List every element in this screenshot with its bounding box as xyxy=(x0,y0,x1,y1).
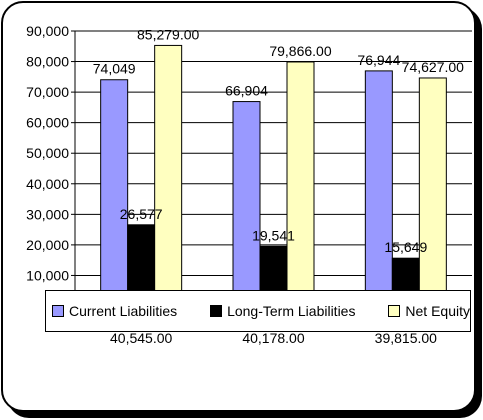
y-tick-label: 90,000 xyxy=(26,23,69,39)
data-label: 76,944 xyxy=(357,52,400,68)
bar xyxy=(100,79,129,307)
legend-entry-current-liabilities: Current Liabilities xyxy=(52,303,177,319)
y-tick-label: 80,000 xyxy=(26,54,69,70)
legend-swatch-net-equity xyxy=(388,305,401,317)
data-label: 19,541 xyxy=(252,227,295,243)
y-tick-label: 20,000 xyxy=(26,237,69,253)
data-label: 74,049 xyxy=(93,61,136,77)
bar xyxy=(418,77,447,307)
legend-swatch-long-term xyxy=(210,305,223,317)
y-tick-label: 70,000 xyxy=(26,84,69,100)
y-axis-ticks: 10,000 20,000 30,000 40,000 50,000 60,000 70,0… xyxy=(26,23,75,283)
legend-swatch-current xyxy=(52,305,64,317)
y-tick-label: 50,000 xyxy=(26,145,69,161)
legend-label-net-equity: Net Equity xyxy=(405,303,470,319)
data-labels: 74,049 26,577 85,279.00 66,904 19,541 79,866.… xyxy=(93,26,464,255)
data-label: 74,627.00 xyxy=(402,59,464,75)
legend: Current Liabilities Long-Term Liabilitie… xyxy=(45,290,471,332)
data-label: 79,866.00 xyxy=(269,43,331,59)
y-tick-label: 30,000 xyxy=(26,206,69,222)
data-label: 66,904 xyxy=(225,83,268,99)
legend-entry-net-equity: Net Equity xyxy=(388,303,470,319)
legend-label-current: Current Liabilities xyxy=(69,303,178,319)
data-label: 85,279.00 xyxy=(137,26,199,42)
extra-data-label: 39,815.00 xyxy=(375,330,437,346)
y-tick-label: 10,000 xyxy=(26,267,69,283)
legend-label-long-term: Long-Term Liabilities xyxy=(227,303,356,319)
bars xyxy=(100,44,447,307)
bar xyxy=(154,44,183,307)
extra-labels: 40,545.00 40,178.00 39,815.00 xyxy=(110,330,437,346)
legend-entry-long-term-liabilities: Long-Term Liabilities xyxy=(210,303,355,319)
extra-data-label: 40,545.00 xyxy=(110,330,172,346)
extra-data-label: 40,178.00 xyxy=(242,330,304,346)
y-tick-label: 60,000 xyxy=(26,115,69,131)
data-label: 15,649 xyxy=(384,239,427,255)
bar xyxy=(232,101,261,307)
y-tick-label: 40,000 xyxy=(26,176,69,192)
data-label: 26,577 xyxy=(120,206,163,222)
bar xyxy=(286,61,315,307)
bar xyxy=(364,70,393,307)
